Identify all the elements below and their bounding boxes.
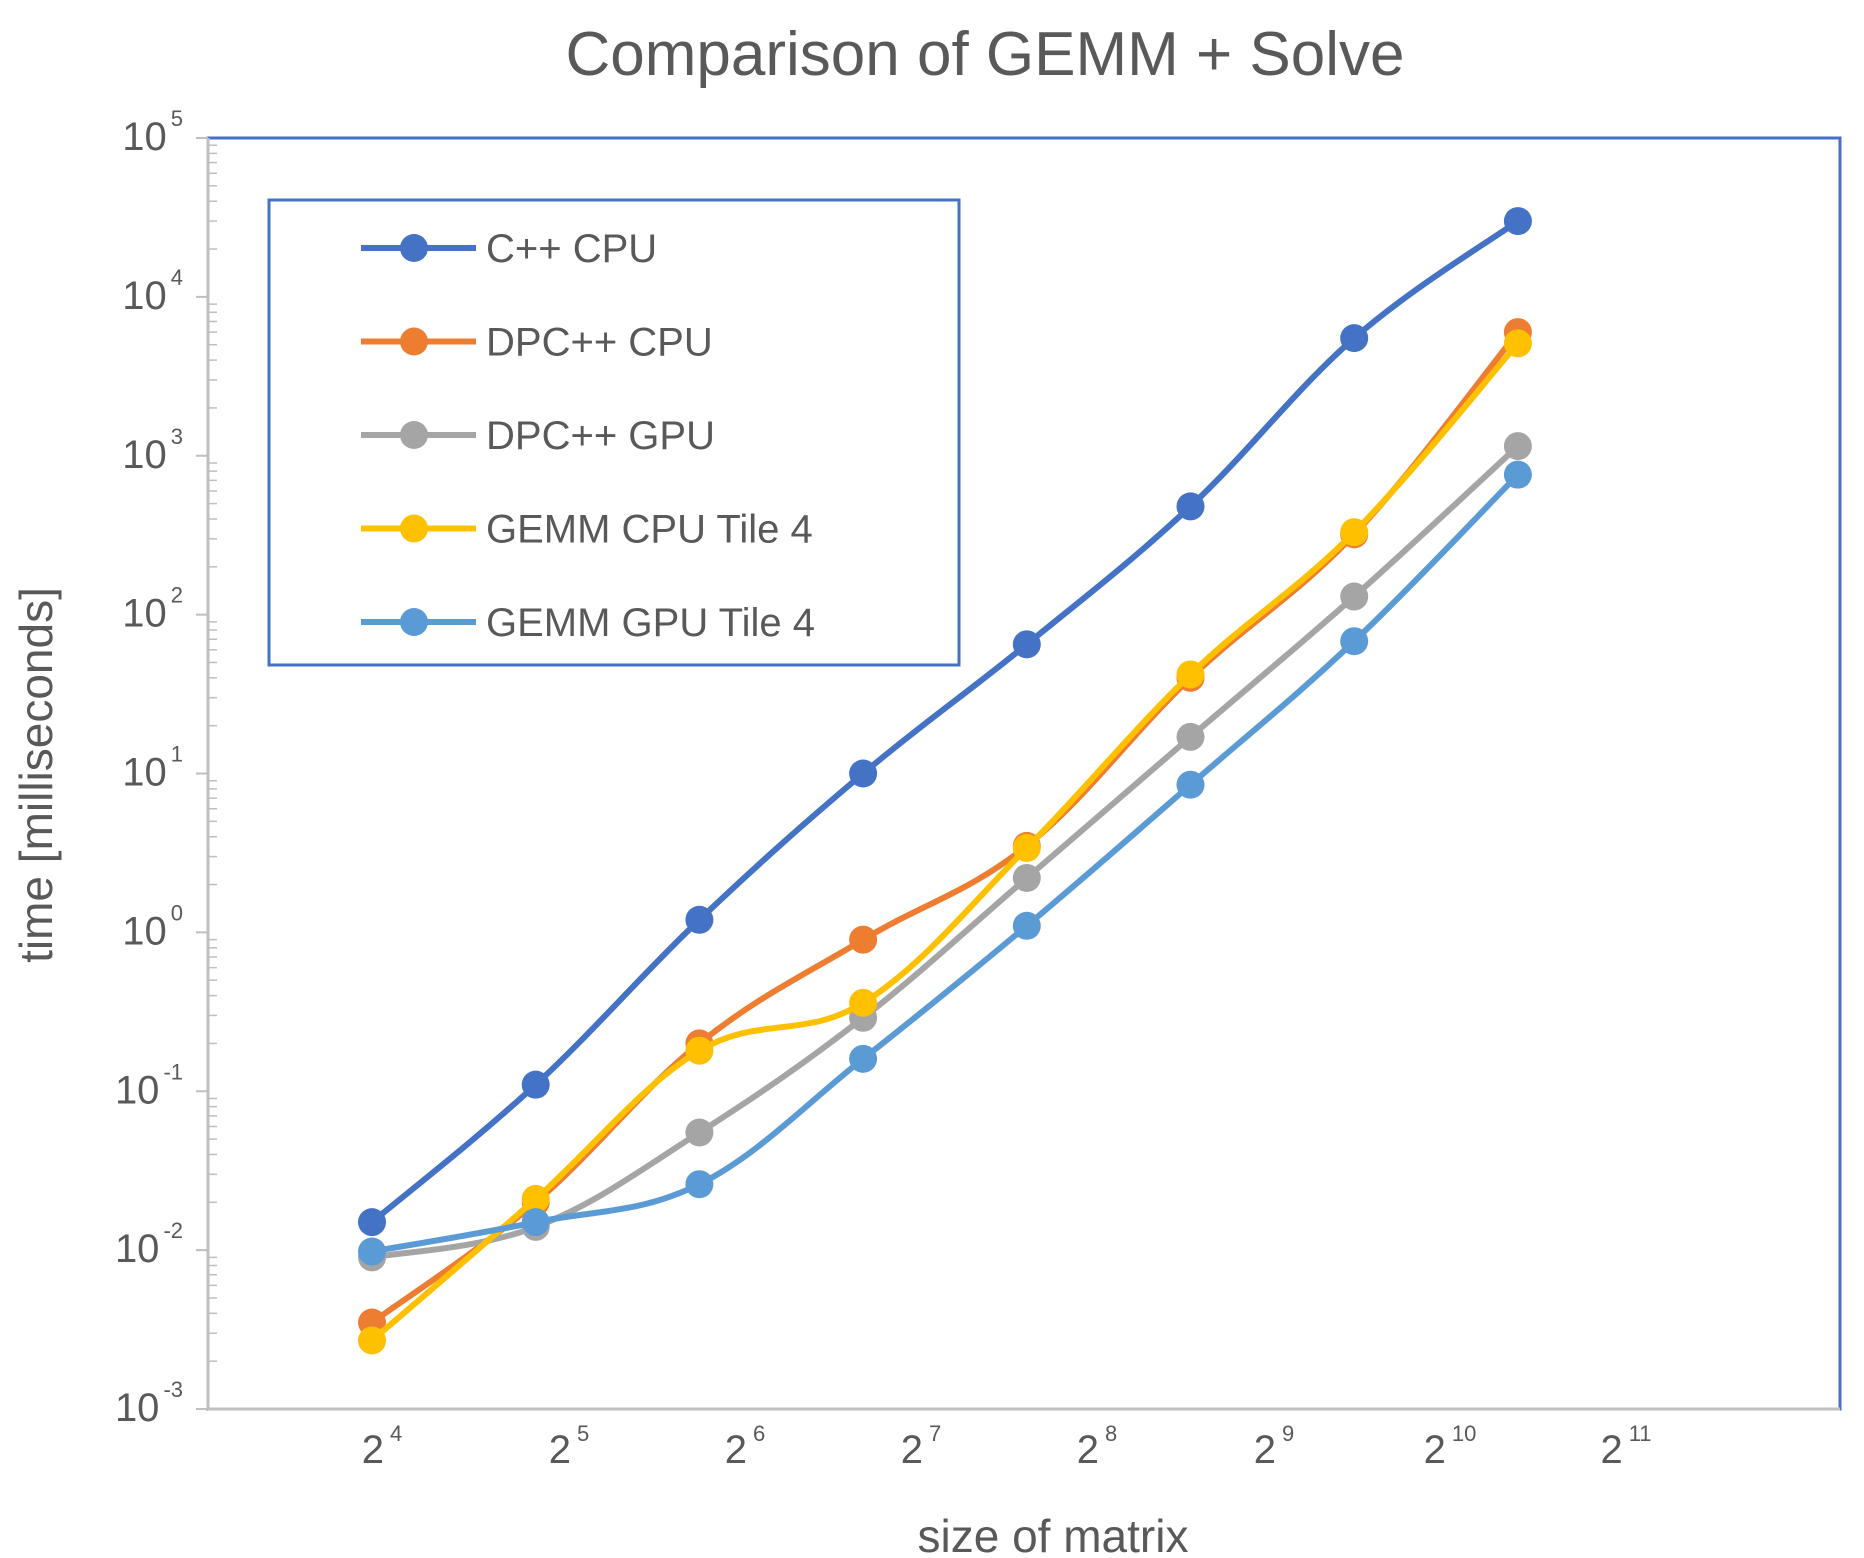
data-point: [1503, 460, 1532, 489]
legend-swatch-marker: [400, 608, 428, 636]
series-gemm-gpu-tile-4: [358, 460, 1532, 1266]
y-tick-label: 10 3: [122, 424, 183, 477]
data-point: [849, 925, 878, 954]
legend-item: C++ CPU: [361, 227, 657, 271]
y-axis-title: time [milliseconds]: [10, 587, 62, 963]
chart-title: Comparison of GEMM + Solve: [565, 20, 1404, 89]
legend-label: DPC++ GPU: [486, 414, 715, 458]
legend-swatch-marker: [400, 514, 428, 543]
x-axis: 2 4 2 5 2 6 2 7 2 8 2 9 2 10 2 11: [208, 1407, 1840, 1472]
data-point: [521, 1184, 550, 1213]
data-point: [1012, 863, 1041, 892]
data-point: [1176, 660, 1205, 689]
y-tick-label: 10 2: [122, 583, 183, 636]
series-line: [369, 443, 1521, 1261]
data-point: [1176, 722, 1205, 751]
y-tick-label: 10 1: [122, 742, 183, 795]
data-point: [1503, 432, 1532, 461]
legend-item: DPC++ GPU: [361, 414, 715, 458]
series-line: [369, 218, 1521, 1226]
data-point: [358, 1237, 386, 1266]
series-gemm-cpu-tile-4: [358, 329, 1532, 1355]
x-axis-title: size of matrix: [918, 1510, 1189, 1558]
legend-swatch-marker: [400, 421, 428, 449]
series-line: [369, 340, 1521, 1344]
data-point: [1176, 492, 1205, 521]
legend-item: DPC++ CPU: [361, 321, 713, 365]
legend-label: GEMM CPU Tile 4: [486, 508, 813, 552]
y-tick-label: 10 -3: [115, 1377, 183, 1430]
data-point: [1012, 833, 1041, 862]
y-tick-label: 10 -1: [115, 1059, 183, 1112]
data-point: [521, 1070, 550, 1099]
data-point: [849, 988, 878, 1017]
y-tick-label: 10 4: [122, 265, 183, 318]
data-point: [849, 759, 878, 788]
data-point: [1340, 582, 1369, 611]
data-point: [685, 905, 714, 934]
data-point: [358, 1208, 386, 1237]
legend-item: GEMM CPU Tile 4: [361, 508, 813, 552]
data-point: [358, 1326, 386, 1355]
data-point: [1503, 329, 1532, 358]
legend-label: GEMM GPU Tile 4: [486, 601, 815, 645]
legend-label: C++ CPU: [486, 227, 657, 271]
data-point: [1176, 770, 1205, 799]
y-tick-label: 10 -2: [115, 1218, 183, 1271]
data-point: [1340, 627, 1369, 656]
legend: C++ CPU DPC++ CPU DPC++ GPU GEMM CPU Tile 4…: [267, 198, 961, 667]
data-point: [685, 1036, 714, 1065]
data-point: [1012, 630, 1041, 659]
data-point: [685, 1118, 714, 1147]
x-tick-label: 2 11: [1600, 1421, 1651, 1472]
data-point: [685, 1170, 714, 1199]
legend-label: DPC++ CPU: [486, 321, 713, 365]
series-layer: [358, 207, 1532, 1355]
data-point: [1340, 518, 1369, 547]
legend-swatch-marker: [400, 327, 428, 356]
y-tick-label: 10 0: [122, 900, 183, 953]
y-tick-label: 10 5: [122, 106, 183, 159]
data-point: [1012, 911, 1041, 940]
data-point: [1340, 324, 1369, 353]
x-tick-label: 2 10: [1424, 1421, 1477, 1472]
data-point: [849, 1044, 878, 1073]
series-c-cpu: [358, 207, 1532, 1237]
legend-swatch-marker: [400, 234, 428, 262]
data-point: [1503, 207, 1532, 236]
legend-item: GEMM GPU Tile 4: [361, 601, 815, 645]
data-point: [521, 1208, 550, 1237]
